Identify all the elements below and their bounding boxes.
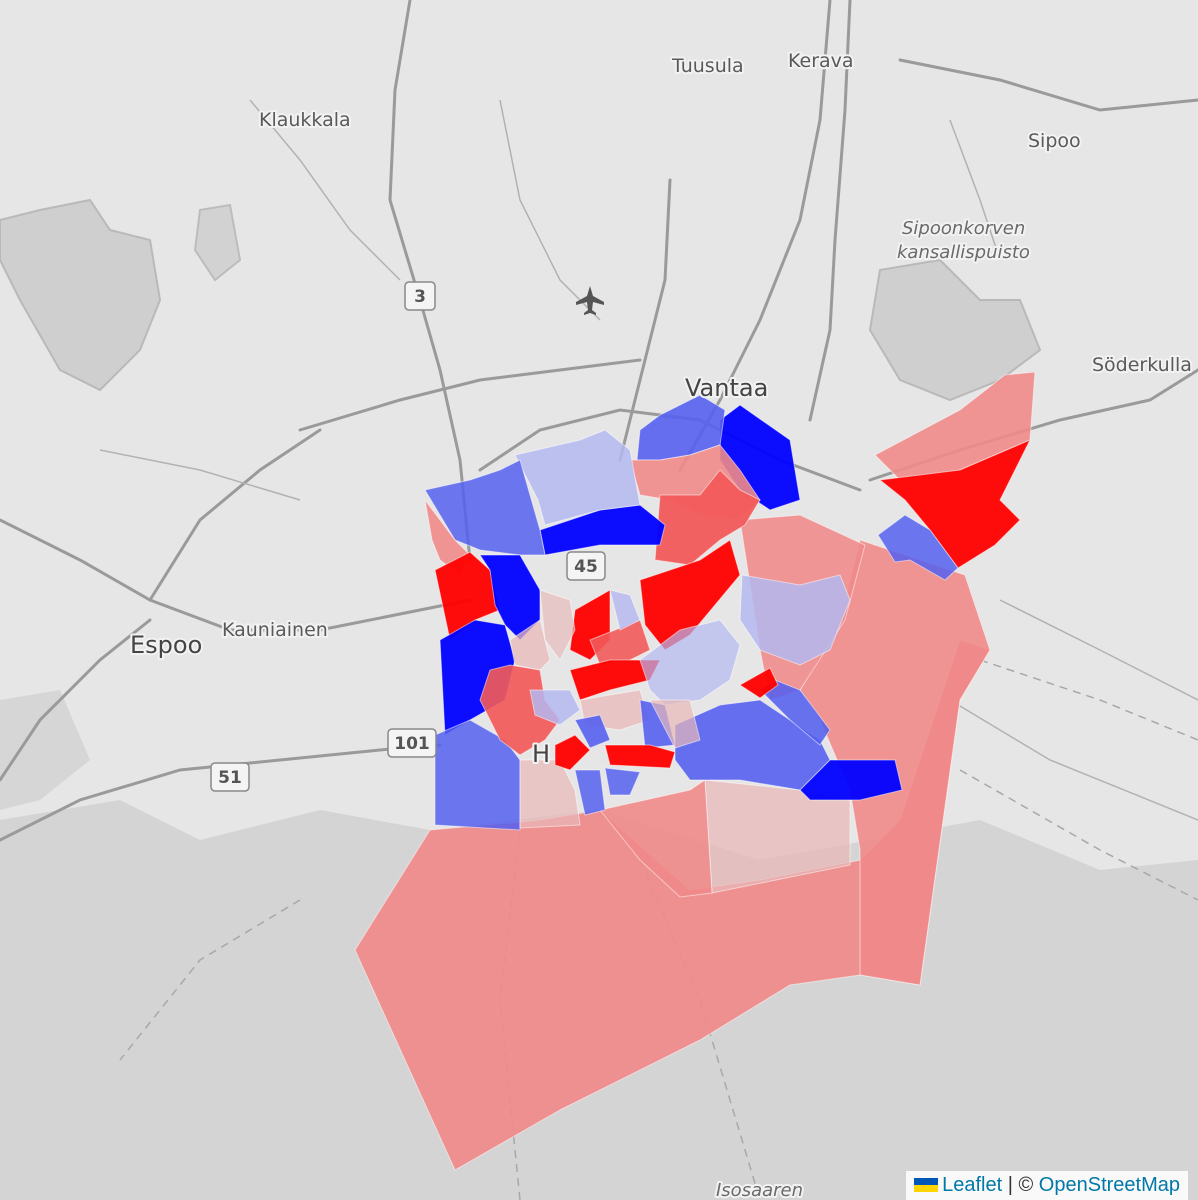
road-shield-51: 51 <box>210 762 250 792</box>
place-label-sipoo: Sipoo <box>1028 130 1081 152</box>
place-label-helsinki: H <box>532 740 550 768</box>
copyright-symbol: © <box>1018 1174 1034 1196</box>
place-label-vantaa: Vantaa <box>685 374 768 402</box>
place-label-espoo: Espoo <box>130 631 202 659</box>
district-area-strong-red[interactable] <box>878 439 1032 569</box>
place-label-tuusula: Tuusula <box>671 55 744 77</box>
district-area-strong-red[interactable] <box>739 667 779 699</box>
district-area-medium-red[interactable] <box>654 469 761 566</box>
district-area-pale-blue[interactable] <box>609 589 641 631</box>
ukraine-flag-icon <box>914 1178 939 1192</box>
district-area-pale-blue[interactable] <box>739 574 851 666</box>
svg-text:45: 45 <box>574 557 598 577</box>
attribution-separator: | <box>1007 1174 1013 1196</box>
leaflet-link[interactable]: Leaflet <box>942 1174 1003 1196</box>
road-shield-3: 3 <box>404 281 436 311</box>
place-label-isosaaren: Isosaaren <box>716 1180 803 1200</box>
choropleth-layer <box>354 371 1036 1171</box>
district-area-light-red[interactable] <box>599 779 713 898</box>
sea-area-west <box>0 690 90 810</box>
district-area-strong-blue[interactable] <box>799 759 903 801</box>
district-area-medium-blue[interactable] <box>574 769 606 816</box>
place-label-kauniainen: Kauniainen <box>222 619 328 641</box>
district-area-pale-red[interactable] <box>509 619 551 671</box>
place-label-soderkulla: Söderkulla <box>1092 354 1192 376</box>
district-area-pale-blue[interactable] <box>639 619 741 706</box>
district-area-strong-red[interactable] <box>604 744 676 769</box>
place-label-sipoonkorven: Sipoonkorven <box>902 218 1025 239</box>
svg-text:101: 101 <box>394 734 430 754</box>
district-area-medium-blue[interactable] <box>424 459 546 556</box>
place-label-kerava: Kerava <box>788 50 854 72</box>
district-area-medium-blue[interactable] <box>574 714 611 749</box>
district-area-pale-blue[interactable] <box>529 689 581 726</box>
district-area-pale-red[interactable] <box>539 589 576 661</box>
district-area-pale-red[interactable] <box>649 699 701 749</box>
park-area <box>0 198 162 392</box>
district-area-medium-blue[interactable] <box>877 514 959 581</box>
road-shield-101: 101 <box>387 728 437 758</box>
svg-text:3: 3 <box>414 287 426 307</box>
airplane-icon <box>576 286 604 315</box>
park-area <box>868 258 1042 402</box>
map-attribution: Leaflet | © OpenStreetMap <box>906 1171 1188 1200</box>
place-label-kansallispuisto: kansallispuisto <box>897 242 1030 263</box>
park-area <box>193 203 242 282</box>
district-area-medium-blue[interactable] <box>604 767 641 796</box>
svg-text:51: 51 <box>218 768 242 788</box>
road-shield-45: 45 <box>566 551 606 581</box>
district-area-strong-red[interactable] <box>639 539 741 651</box>
openstreetmap-link[interactable]: OpenStreetMap <box>1038 1174 1180 1196</box>
place-label-klaukkala: Klaukkala <box>259 109 351 131</box>
district-area-pale-red[interactable] <box>519 759 581 829</box>
district-area-pale-blue[interactable] <box>514 429 641 526</box>
district-area-strong-red[interactable] <box>554 734 591 771</box>
